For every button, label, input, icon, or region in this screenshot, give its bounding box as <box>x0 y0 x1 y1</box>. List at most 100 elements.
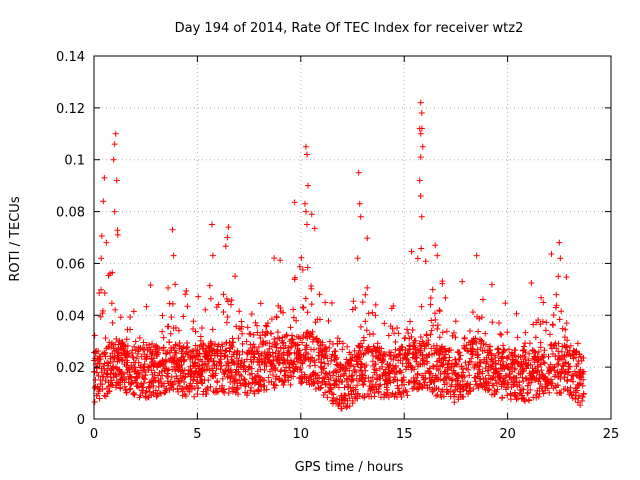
data-point <box>466 384 473 391</box>
data-point <box>330 394 337 401</box>
data-point <box>204 387 211 394</box>
data-point <box>514 395 521 402</box>
data-point <box>196 363 203 370</box>
data-point <box>224 374 231 381</box>
data-point <box>254 329 261 336</box>
data-point <box>427 331 434 338</box>
data-point <box>116 337 123 344</box>
data-point <box>159 328 166 335</box>
data-point <box>250 353 257 360</box>
data-point <box>225 298 232 305</box>
data-point <box>555 273 562 280</box>
data-point <box>304 264 311 271</box>
data-point <box>404 326 411 333</box>
data-point <box>525 382 532 389</box>
data-point <box>333 354 340 361</box>
data-point <box>537 381 544 388</box>
data-point <box>311 225 318 232</box>
data-point <box>423 340 430 347</box>
data-point <box>140 339 147 346</box>
data-point <box>207 355 214 362</box>
data-point <box>262 328 269 335</box>
data-point <box>123 389 130 396</box>
data-point <box>493 388 500 395</box>
data-point <box>405 359 412 366</box>
data-point <box>149 350 156 357</box>
data-point <box>98 255 105 262</box>
data-point <box>342 392 349 399</box>
data-point <box>111 141 118 148</box>
data-point <box>181 379 188 386</box>
data-point <box>106 339 113 346</box>
data-point <box>430 387 437 394</box>
data-point <box>526 397 533 404</box>
data-point <box>346 403 353 410</box>
data-point <box>435 367 442 374</box>
data-point <box>478 314 485 321</box>
data-point <box>354 382 361 389</box>
data-point <box>376 383 383 390</box>
data-point <box>373 367 380 374</box>
data-point <box>360 351 367 358</box>
data-point <box>261 382 268 389</box>
data-point <box>107 353 114 360</box>
data-point <box>427 370 434 377</box>
data-point <box>444 361 451 368</box>
data-point <box>463 347 470 354</box>
data-point <box>392 346 399 353</box>
data-point <box>97 355 104 362</box>
data-point <box>192 328 199 335</box>
data-point <box>341 370 348 377</box>
data-point <box>398 393 405 400</box>
data-point <box>348 391 355 398</box>
data-point <box>361 378 368 385</box>
data-point <box>484 358 491 365</box>
data-point <box>293 363 300 370</box>
data-point <box>150 391 157 398</box>
data-point <box>404 392 411 399</box>
data-point <box>248 311 255 318</box>
data-point <box>326 344 333 351</box>
data-point <box>350 363 357 370</box>
data-point <box>131 391 138 398</box>
data-point <box>250 331 257 338</box>
data-point <box>558 389 565 396</box>
data-point <box>513 396 520 403</box>
data-point <box>309 328 316 335</box>
data-point <box>316 374 323 381</box>
data-point <box>320 375 327 382</box>
data-point <box>217 356 224 363</box>
data-point <box>304 309 311 316</box>
data-point <box>389 325 396 332</box>
data-point <box>111 208 118 215</box>
data-point <box>287 369 294 376</box>
data-point <box>475 384 482 391</box>
data-point <box>160 344 167 351</box>
data-point <box>261 367 268 374</box>
data-point <box>163 385 170 392</box>
data-point <box>310 346 317 353</box>
data-point <box>203 391 210 398</box>
data-point <box>245 380 252 387</box>
data-point <box>416 177 423 184</box>
data-point <box>395 330 402 337</box>
data-point <box>350 298 357 305</box>
data-point <box>465 361 472 368</box>
data-point <box>299 304 306 311</box>
data-point <box>123 336 130 343</box>
data-point <box>482 375 489 382</box>
data-point <box>101 367 108 374</box>
data-point <box>399 360 406 367</box>
data-point <box>574 340 581 347</box>
data-point <box>318 358 325 365</box>
data-point <box>285 377 292 384</box>
data-point <box>219 382 226 389</box>
data-point <box>504 355 511 362</box>
data-point <box>535 317 542 324</box>
data-point <box>127 373 134 380</box>
data-point <box>101 174 108 181</box>
data-point <box>165 284 172 291</box>
data-point <box>184 303 191 310</box>
data-point <box>407 318 414 325</box>
